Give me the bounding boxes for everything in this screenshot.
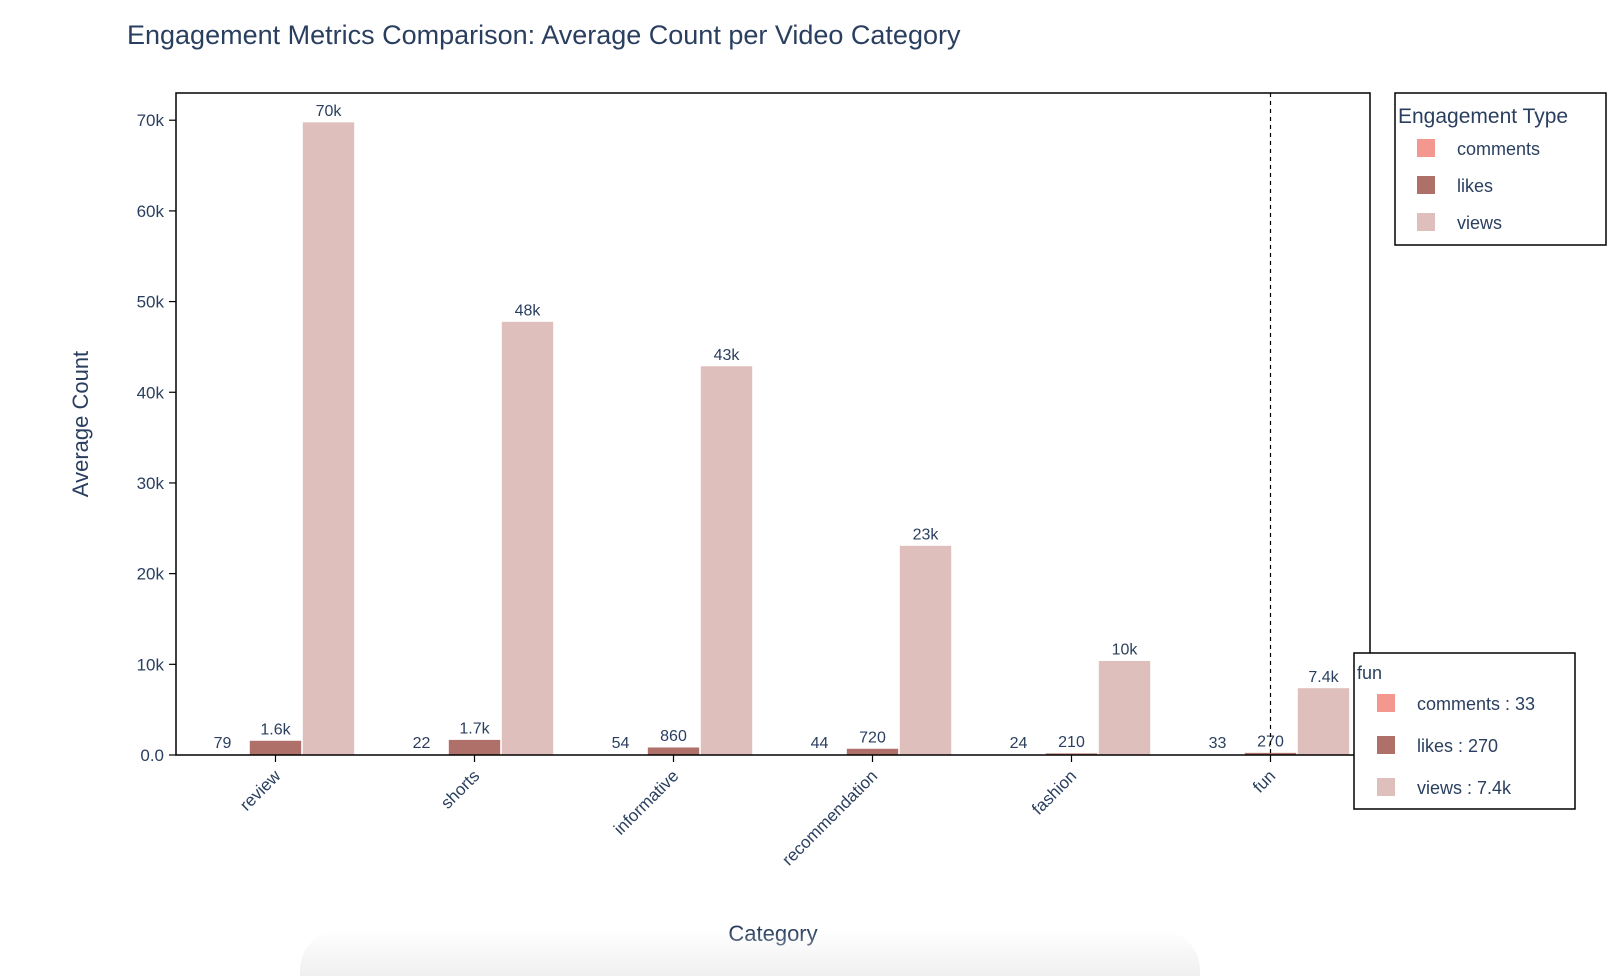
y-tick-label: 30k — [137, 474, 165, 493]
hover-tooltip-title: fun — [1357, 663, 1382, 683]
legend-swatch-likes[interactable] — [1417, 176, 1435, 194]
bar-label-likes-informative: 860 — [660, 728, 687, 745]
bar-label-views-informative: 43k — [714, 347, 741, 364]
bar-label-views-recommendation: 23k — [913, 527, 940, 544]
bar-likes-informative[interactable] — [647, 746, 700, 756]
bar-label-likes-recommendation: 720 — [859, 729, 886, 746]
y-tick-label: 60k — [137, 202, 165, 221]
bar-label-comments-shorts: 22 — [413, 735, 431, 752]
bar-label-views-fun: 7.4k — [1308, 669, 1339, 686]
bottom-fade — [300, 930, 1200, 976]
legend-label-comments[interactable]: comments — [1457, 139, 1540, 159]
y-tick-label: 70k — [137, 111, 165, 130]
hover-swatch-views — [1377, 778, 1395, 796]
bar-label-comments-informative: 54 — [612, 735, 630, 752]
hover-swatch-likes — [1377, 736, 1395, 754]
hover-swatch-comments — [1377, 694, 1395, 712]
bar-label-comments-fashion: 24 — [1010, 735, 1028, 752]
chart-title: Engagement Metrics Comparison: Average C… — [127, 20, 961, 50]
x-tick-label-recommendation: recommendation — [778, 766, 881, 869]
bar-label-comments-review: 79 — [214, 735, 232, 752]
legend-title: Engagement Type — [1398, 105, 1568, 128]
bar-label-likes-shorts: 1.7k — [459, 721, 490, 738]
hover-tooltip: fun comments : 33 likes : 270 views : 7.4k — [1353, 652, 1576, 810]
hover-item-views: views : 7.4k — [1417, 778, 1512, 798]
hover-item-likes: likes : 270 — [1417, 736, 1498, 756]
bar-views-review[interactable] — [302, 121, 355, 756]
y-tick-label: 20k — [137, 565, 165, 584]
y-tick-label: 0.0 — [140, 746, 164, 765]
bar-likes-review[interactable] — [249, 740, 302, 756]
bar-views-informative[interactable] — [700, 365, 753, 756]
x-tick-label-shorts: shorts — [437, 766, 483, 812]
bar-likes-recommendation[interactable] — [846, 748, 899, 756]
bar-label-comments-recommendation: 44 — [811, 735, 829, 752]
x-tick-label-review: review — [236, 766, 285, 815]
legend-swatch-comments[interactable] — [1417, 139, 1435, 157]
bar-label-comments-fun: 33 — [1209, 735, 1227, 752]
bar-views-fashion[interactable] — [1098, 660, 1151, 756]
bar-label-likes-fashion: 210 — [1058, 734, 1085, 751]
bar-label-views-shorts: 48k — [515, 303, 542, 320]
legend-swatch-views[interactable] — [1417, 213, 1435, 231]
plot-frame — [175, 92, 1371, 756]
bar-label-views-review: 70k — [316, 103, 343, 120]
y-tick-label: 10k — [137, 655, 165, 674]
y-tick-label: 50k — [137, 293, 165, 312]
x-tick-label-fun: fun — [1249, 766, 1279, 796]
bar-label-likes-review: 1.6k — [260, 721, 291, 738]
legend-label-views[interactable]: views — [1457, 213, 1502, 233]
bar-views-shorts[interactable] — [501, 321, 554, 756]
x-tick-label-informative: informative — [610, 766, 682, 838]
bar-views-fun[interactable] — [1297, 687, 1350, 756]
bar-label-views-fashion: 10k — [1112, 642, 1139, 659]
bar-views-recommendation[interactable] — [899, 545, 952, 756]
y-axis-title: Average Count — [68, 351, 93, 497]
hover-item-comments: comments : 33 — [1417, 694, 1535, 714]
x-tick-label-fashion: fashion — [1028, 766, 1080, 818]
legend-label-likes[interactable]: likes — [1457, 176, 1493, 196]
legend: Engagement Type comments likes views — [1394, 92, 1607, 246]
y-tick-label: 40k — [137, 383, 165, 402]
bar-likes-shorts[interactable] — [448, 739, 501, 756]
